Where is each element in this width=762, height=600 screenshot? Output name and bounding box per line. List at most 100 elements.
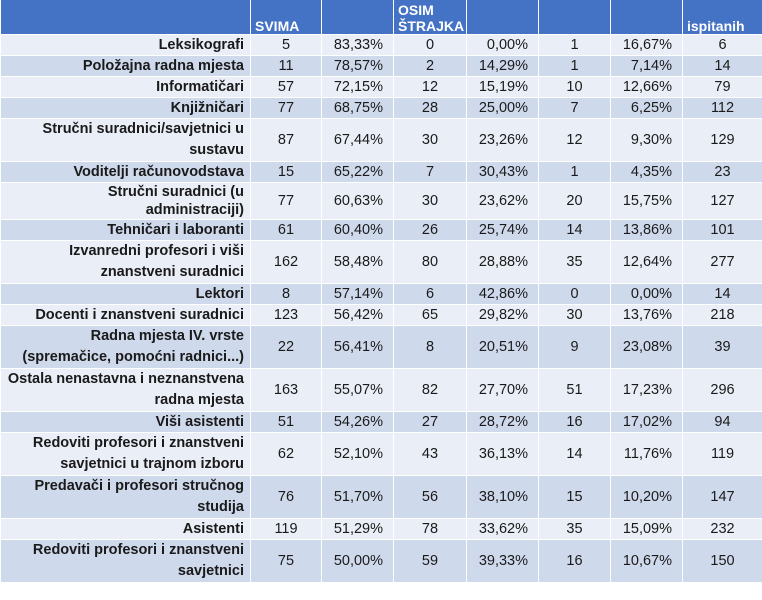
pct-osim-strajka: 28,72% <box>466 411 539 433</box>
count-osim-strajka: 8 <box>393 325 467 369</box>
pct-osim-strajka: 28,88% <box>466 240 539 284</box>
count-ispitanih: 94 <box>682 411 762 433</box>
count-ispitanih: 127 <box>682 182 762 220</box>
pct-osim-strajka: 20,51% <box>466 325 539 369</box>
pct-svima: 68,75% <box>321 97 394 119</box>
count-ispitanih: 6 <box>682 34 762 56</box>
count-third: 1 <box>538 161 611 183</box>
pct-third: 11,76% <box>610 432 683 476</box>
pct-osim-strajka: 33,62% <box>466 518 539 540</box>
row-category: Lektori <box>0 283 251 305</box>
count-third: 16 <box>538 539 611 583</box>
header-cell-svima: SVIMA <box>250 0 322 35</box>
pct-third: 13,86% <box>610 219 683 241</box>
header-cell-ispitanih: ispitanih <box>682 0 762 35</box>
pct-osim-strajka: 30,43% <box>466 161 539 183</box>
pct-third: 12,64% <box>610 240 683 284</box>
row-category: Izvanredni profesori i viši znanstveni s… <box>0 240 251 284</box>
count-osim-strajka: 56 <box>393 475 467 519</box>
row-category: Predavači i profesori stručnog studija <box>0 475 251 519</box>
pct-svima: 56,42% <box>321 304 394 326</box>
count-osim-strajka: 43 <box>393 432 467 476</box>
count-third: 0 <box>538 283 611 305</box>
pct-third: 17,02% <box>610 411 683 433</box>
count-third: 15 <box>538 475 611 519</box>
row-category: Stručni suradnici (u administraciji) <box>0 182 251 220</box>
count-svima: 51 <box>250 411 322 433</box>
pct-svima: 51,70% <box>321 475 394 519</box>
count-third: 10 <box>538 76 611 98</box>
count-osim-strajka: 7 <box>393 161 467 183</box>
count-ispitanih: 147 <box>682 475 762 519</box>
row-category: Redoviti profesori i znanstveni savjetni… <box>0 539 251 583</box>
row-category: Docenti i znanstveni suradnici <box>0 304 251 326</box>
count-svima: 123 <box>250 304 322 326</box>
table-row: Redoviti profesori i znanstveni savjetni… <box>0 432 762 476</box>
pct-third: 16,67% <box>610 34 683 56</box>
pct-third: 15,09% <box>610 518 683 540</box>
pct-osim-strajka: 39,33% <box>466 539 539 583</box>
count-osim-strajka: 30 <box>393 182 467 220</box>
pct-svima: 57,14% <box>321 283 394 305</box>
table-row: Radna mjesta IV. vrste (spremačice, pomo… <box>0 325 762 369</box>
count-osim-strajka: 30 <box>393 118 467 162</box>
count-svima: 57 <box>250 76 322 98</box>
count-third: 35 <box>538 240 611 284</box>
pct-osim-strajka: 25,74% <box>466 219 539 241</box>
count-third: 20 <box>538 182 611 220</box>
header-cell-svima-pct <box>321 0 394 35</box>
count-svima: 75 <box>250 539 322 583</box>
row-category: Radna mjesta IV. vrste (spremačice, pomo… <box>0 325 251 369</box>
count-osim-strajka: 82 <box>393 368 467 412</box>
count-osim-strajka: 28 <box>393 97 467 119</box>
pct-third: 6,25% <box>610 97 683 119</box>
count-osim-strajka: 65 <box>393 304 467 326</box>
row-category: Ostala nenastavna i neznanstvena radna m… <box>0 368 251 412</box>
count-third: 1 <box>538 34 611 56</box>
count-svima: 162 <box>250 240 322 284</box>
table-row: Leksikografi 5 83,33% 0 0,00% 1 16,67% 6 <box>0 34 762 56</box>
data-table: SVIMA OSIM ŠTRAJKA ispitanih Leksikograf… <box>0 0 762 583</box>
pct-osim-strajka: 42,86% <box>466 283 539 305</box>
pct-svima: 55,07% <box>321 368 394 412</box>
pct-svima: 56,41% <box>321 325 394 369</box>
count-osim-strajka: 59 <box>393 539 467 583</box>
pct-svima: 50,00% <box>321 539 394 583</box>
pct-third: 10,20% <box>610 475 683 519</box>
pct-svima: 51,29% <box>321 518 394 540</box>
count-svima: 119 <box>250 518 322 540</box>
count-osim-strajka: 80 <box>393 240 467 284</box>
count-third: 9 <box>538 325 611 369</box>
count-osim-strajka: 2 <box>393 55 467 77</box>
table-row: Stručni suradnici/savjetnici u sustavu 87… <box>0 118 762 162</box>
pct-third: 13,76% <box>610 304 683 326</box>
count-svima: 77 <box>250 97 322 119</box>
count-ispitanih: 277 <box>682 240 762 284</box>
count-osim-strajka: 12 <box>393 76 467 98</box>
pct-osim-strajka: 14,29% <box>466 55 539 77</box>
row-category: Stručni suradnici/savjetnici u sustavu <box>0 118 251 162</box>
count-svima: 62 <box>250 432 322 476</box>
pct-svima: 67,44% <box>321 118 394 162</box>
pct-third: 15,75% <box>610 182 683 220</box>
count-osim-strajka: 27 <box>393 411 467 433</box>
row-category: Viši asistenti <box>0 411 251 433</box>
table-body: Leksikografi 5 83,33% 0 0,00% 1 16,67% 6 Položaj… <box>0 34 762 583</box>
pct-svima: 54,26% <box>321 411 394 433</box>
table-row: Informatičari 57 72,15% 12 15,19% 10 12,66% 79 <box>0 76 762 98</box>
pct-osim-strajka: 23,62% <box>466 182 539 220</box>
pct-svima: 60,63% <box>321 182 394 220</box>
count-third: 16 <box>538 411 611 433</box>
count-svima: 76 <box>250 475 322 519</box>
header-cell-osim-strajka-pct <box>466 0 539 35</box>
pct-third: 4,35% <box>610 161 683 183</box>
header-cell-third <box>538 0 611 35</box>
pct-svima: 72,15% <box>321 76 394 98</box>
pct-osim-strajka: 0,00% <box>466 34 539 56</box>
count-ispitanih: 296 <box>682 368 762 412</box>
table-row: Viši asistenti 51 54,26% 27 28,72% 16 17,02% 94 <box>0 411 762 433</box>
count-ispitanih: 129 <box>682 118 762 162</box>
pct-svima: 83,33% <box>321 34 394 56</box>
table-row: Docenti i znanstveni suradnici 123 56,42% 6… <box>0 304 762 326</box>
table-row: Redoviti profesori i znanstveni savjetni… <box>0 539 762 583</box>
